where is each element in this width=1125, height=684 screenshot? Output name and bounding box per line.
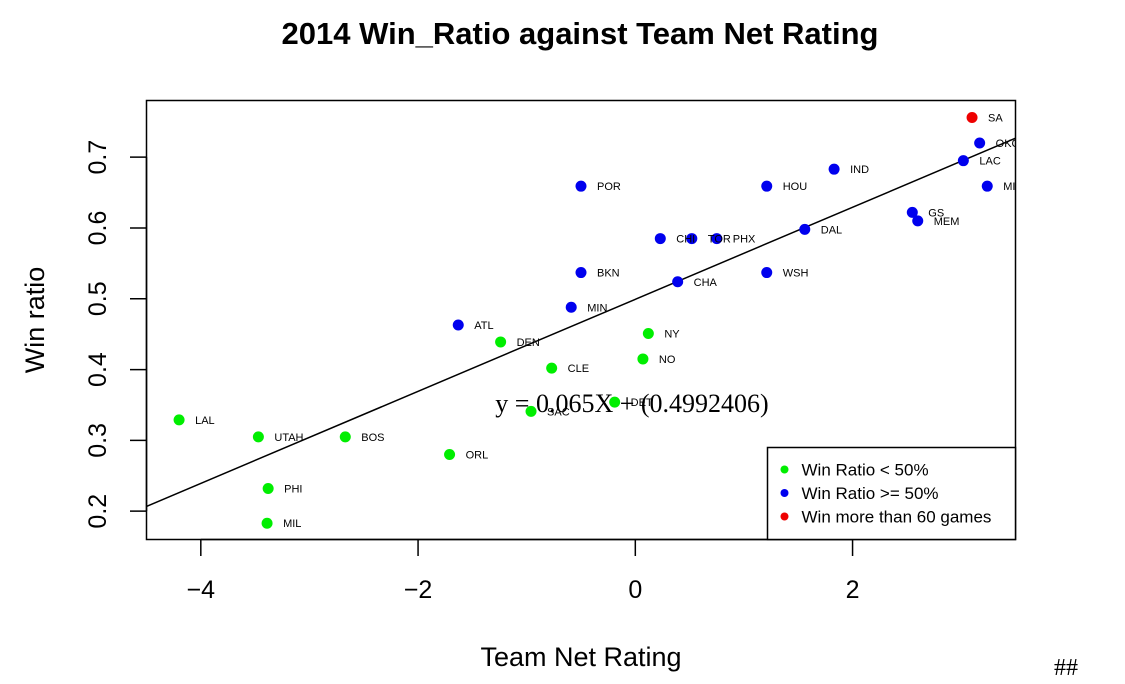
data-point	[565, 301, 577, 313]
data-point-label: PHI	[284, 484, 302, 496]
data-point-label: LAC	[979, 156, 1000, 168]
legend-marker	[780, 512, 789, 521]
data-point-label: DEN	[517, 337, 540, 349]
y-axis: 0.2 0.3 0.4 0.5 0.6 0.7	[84, 140, 148, 529]
legend-item-label: Win more than 60 games	[802, 508, 992, 527]
data-point	[495, 336, 507, 348]
regression-equation: y = 0.065X + (0.4992406)	[495, 389, 768, 418]
footer-mark: ##	[1054, 655, 1078, 679]
data-point	[686, 233, 698, 245]
data-point-label: CHA	[694, 277, 718, 289]
y-tick-label: 0.5	[84, 281, 112, 316]
data-point	[974, 137, 986, 149]
y-tick-label: 0.7	[84, 140, 112, 175]
data-point-label: WSH	[783, 268, 809, 280]
x-axis-title: Team Net Rating	[480, 642, 681, 672]
legend-box	[766, 446, 1017, 541]
data-point-label: IND	[850, 164, 869, 176]
x-tick-label: 0	[628, 576, 642, 604]
data-point-label: LAL	[195, 415, 215, 427]
data-point-label: PHX	[733, 234, 756, 246]
data-point-label: ATL	[474, 320, 493, 332]
data-point-label: SAC	[547, 406, 570, 418]
data-point-label: MIL	[283, 518, 301, 530]
data-point-label: MEM	[934, 216, 960, 228]
data-point	[173, 414, 185, 426]
data-point-label: OKC	[996, 138, 1020, 150]
data-point	[966, 111, 978, 123]
data-point	[525, 405, 537, 417]
x-tick-label: −2	[404, 576, 433, 604]
data-point	[981, 180, 993, 192]
data-point-label: UTAH	[274, 432, 303, 444]
data-point-label: SA	[988, 112, 1003, 124]
data-point	[452, 319, 464, 331]
legend: Win Ratio < 50% Win Ratio >= 50% Win more …	[766, 446, 1017, 541]
x-tick-label: 2	[846, 576, 860, 604]
y-tick-label: 0.6	[84, 211, 112, 246]
data-point-label: MIA	[1003, 181, 1023, 193]
data-point-label: BOS	[361, 432, 384, 444]
data-point	[252, 431, 264, 443]
data-point-label: MIN	[587, 302, 607, 314]
data-point-label: DAL	[821, 224, 842, 236]
y-tick-label: 0.2	[84, 494, 112, 529]
data-point-label: NO	[659, 354, 676, 366]
data-point	[339, 431, 351, 443]
data-point-label: HOU	[783, 181, 808, 193]
y-tick-label: 0.3	[84, 423, 112, 458]
data-point-label: POR	[597, 181, 621, 193]
data-point	[575, 180, 587, 192]
data-point	[637, 353, 649, 365]
data-point	[654, 233, 666, 245]
data-point	[828, 163, 840, 175]
y-tick-label: 0.4	[84, 352, 112, 387]
data-point	[912, 215, 924, 227]
data-point	[672, 276, 684, 288]
y-axis-title: Win ratio	[20, 267, 50, 374]
regression-layer	[146, 137, 1016, 508]
data-point	[957, 155, 969, 167]
x-axis: −4 −2 0 2	[187, 538, 860, 604]
data-point-label: DET	[631, 397, 653, 409]
data-point	[711, 233, 723, 245]
data-point-label: ORL	[466, 450, 489, 462]
legend-item-label: Win Ratio >= 50%	[802, 484, 939, 503]
data-point-label: BKN	[597, 268, 620, 280]
points-layer	[173, 111, 993, 529]
data-point-label: GS	[928, 207, 944, 219]
data-point	[262, 483, 274, 495]
x-tick-label: −4	[187, 576, 216, 604]
data-point	[546, 362, 558, 374]
chart-title: 2014 Win_Ratio against Team Net Rating	[282, 16, 879, 51]
regression-line	[146, 137, 1016, 508]
data-point	[761, 267, 773, 279]
data-point	[642, 327, 654, 339]
legend-item-label: Win Ratio < 50%	[802, 461, 929, 480]
legend-marker	[780, 489, 789, 497]
data-point-label: NY	[664, 328, 680, 340]
data-point	[444, 449, 456, 461]
data-point	[761, 180, 773, 192]
data-point-label: TOR	[708, 234, 731, 246]
data-point	[906, 206, 918, 218]
data-point	[799, 223, 811, 235]
data-point	[575, 267, 587, 279]
data-point-label: CHI	[676, 234, 695, 246]
legend-marker	[780, 465, 789, 474]
data-point-label: CLE	[568, 363, 589, 375]
data-point	[261, 517, 273, 529]
data-point	[609, 396, 621, 408]
